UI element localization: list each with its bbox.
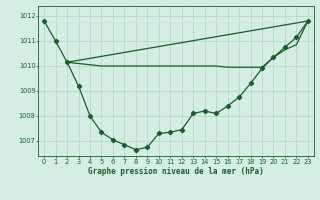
X-axis label: Graphe pression niveau de la mer (hPa): Graphe pression niveau de la mer (hPa)	[88, 167, 264, 176]
